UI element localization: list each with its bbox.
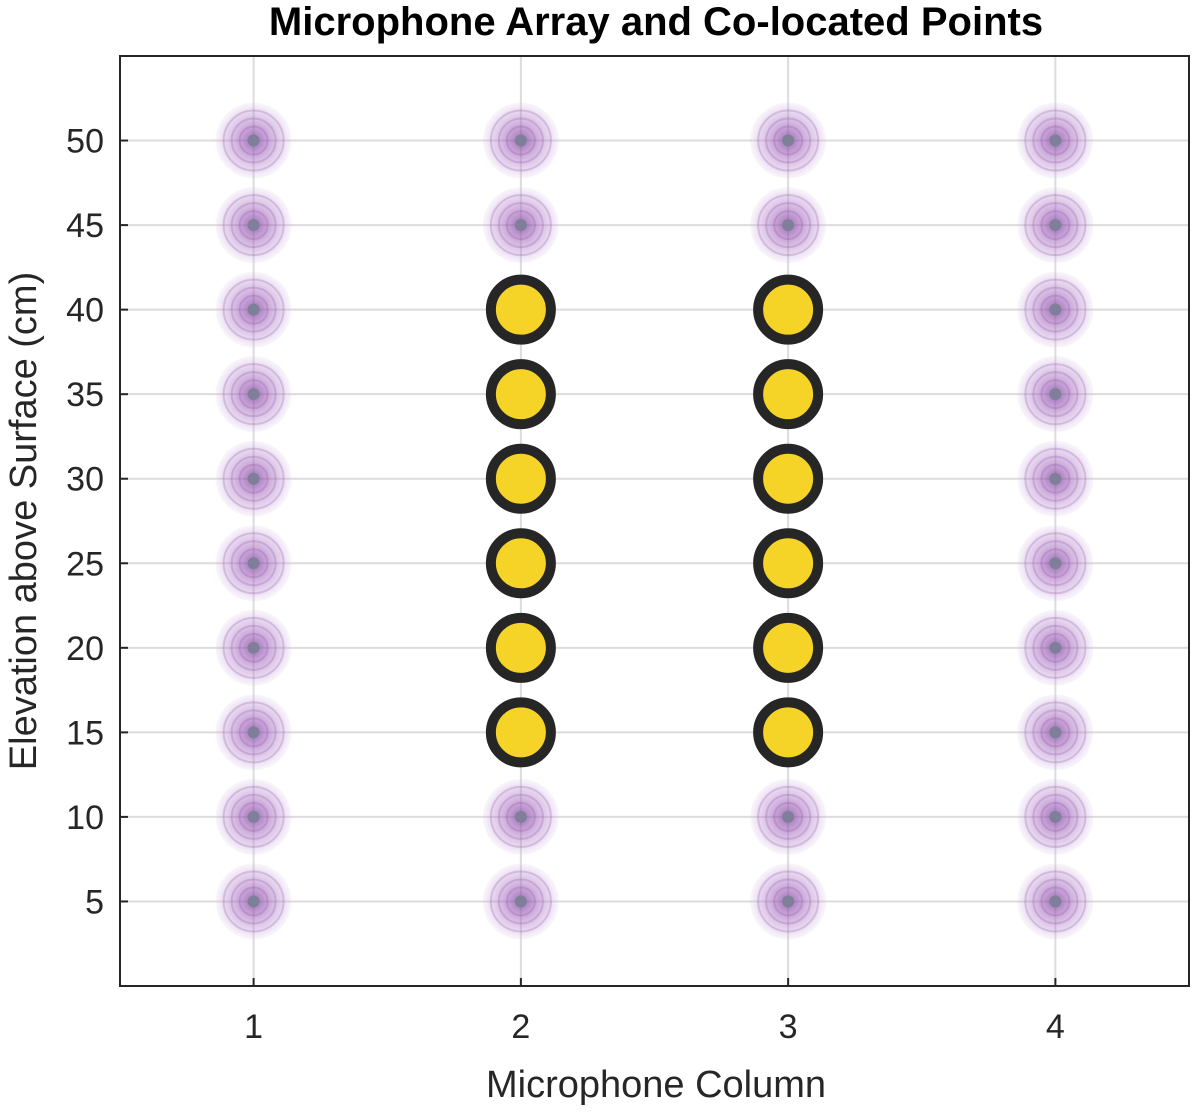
y-tick-label: 20: [66, 630, 104, 668]
purple-point: [750, 102, 827, 179]
purple-point: [215, 102, 292, 179]
y-tick-label: 40: [66, 292, 104, 330]
grid-lines: [120, 56, 1189, 986]
purple-point: [482, 778, 559, 855]
x-tick-label: 3: [779, 1008, 798, 1046]
yellow-point: [753, 697, 824, 768]
purple-point: [1017, 356, 1094, 433]
purple-point: [215, 863, 292, 940]
purple-point: [1017, 187, 1094, 264]
purple-point: [1017, 440, 1094, 517]
y-tick-label: 15: [66, 714, 104, 752]
yellow-point: [485, 612, 556, 683]
purple-point: [215, 609, 292, 686]
purple-point: [1017, 863, 1094, 940]
y-tick-label: 10: [66, 799, 104, 837]
series-purple-points: [215, 102, 1094, 940]
plot-frame: [119, 55, 1190, 987]
purple-point: [750, 187, 827, 264]
yellow-point: [753, 528, 824, 599]
yellow-point: [753, 274, 824, 345]
yellow-point: [753, 359, 824, 430]
series-yellow-points: [485, 274, 824, 768]
purple-point: [750, 778, 827, 855]
purple-point: [1017, 102, 1094, 179]
purple-point: [482, 863, 559, 940]
yellow-point: [485, 697, 556, 768]
y-tick-label: 30: [66, 461, 104, 499]
y-tick-label: 45: [66, 207, 104, 245]
yellow-point: [485, 528, 556, 599]
y-tick-label: 50: [66, 123, 104, 161]
purple-point: [482, 187, 559, 264]
y-tick-label: 5: [85, 883, 104, 921]
purple-point: [215, 778, 292, 855]
purple-point: [1017, 271, 1094, 348]
purple-point: [1017, 609, 1094, 686]
purple-point: [1017, 525, 1094, 602]
purple-point: [215, 694, 292, 771]
purple-point: [215, 440, 292, 517]
x-axis-label: Microphone Column: [486, 1064, 826, 1106]
y-tick-label: 35: [66, 376, 104, 414]
yellow-point: [485, 274, 556, 345]
x-tick-label: 1: [244, 1008, 263, 1046]
purple-point: [215, 525, 292, 602]
chart-title: Microphone Array and Co-located Points: [269, 0, 1043, 44]
purple-point: [482, 102, 559, 179]
y-tick-labels: 5 10 15 20 25 30 35 40 45 50: [66, 123, 128, 921]
purple-point: [1017, 694, 1094, 771]
purple-point: [215, 187, 292, 264]
purple-point: [215, 271, 292, 348]
x-tick-label: 4: [1046, 1008, 1065, 1046]
x-tick-labels: 1 2 3 4: [244, 978, 1065, 1046]
yellow-point: [485, 359, 556, 430]
yellow-point: [753, 612, 824, 683]
x-tick-label: 2: [511, 1008, 530, 1046]
purple-point: [750, 863, 827, 940]
yellow-point: [485, 443, 556, 514]
purple-point: [215, 356, 292, 433]
purple-point: [1017, 778, 1094, 855]
yellow-point: [753, 443, 824, 514]
y-tick-label: 25: [66, 545, 104, 583]
y-axis-label: Elevation above Surface (cm): [3, 272, 45, 770]
